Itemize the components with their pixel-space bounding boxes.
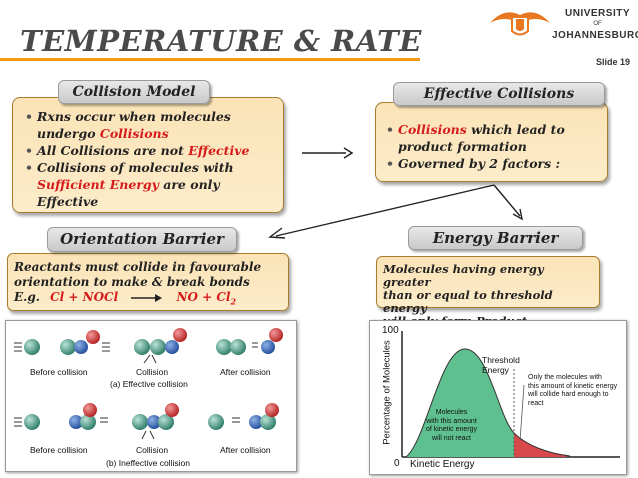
label-collision-2: Collision [136, 445, 169, 455]
label-after-1: After collision [220, 367, 271, 377]
slide-title: TEMPERATURE & RATE [20, 24, 422, 58]
effective-collisions-box: Collisions which lead to product formati… [375, 102, 608, 182]
effective-collision-molecules [134, 328, 187, 364]
threshold-label: Threshold Energy [482, 355, 520, 375]
effective-before-molecules [14, 330, 110, 355]
ineffective-after-molecules [208, 403, 279, 430]
university-logo [490, 12, 550, 36]
energy-chart: 100 Percentage of Molecules 0 Kinetic En… [369, 320, 627, 475]
label-after-2: After collision [220, 445, 271, 455]
collision-model-bullet-1: Rxns occur when molecules undergo Collis… [25, 108, 275, 142]
logo-emblem-icon [490, 12, 550, 36]
right-note: Only the molecules with this amount of k… [528, 374, 618, 407]
university-name: UNIVERSITY OF JOHANNESBURG [552, 8, 638, 41]
energy-barrier-header: Energy Barrier [408, 226, 583, 250]
effective-collisions-list: Collisions which lead to product formati… [386, 121, 599, 172]
top-bar [0, 0, 638, 12]
right-arrow-icon [302, 147, 354, 159]
collision-model-box: Rxns occur when molecules undergo Collis… [12, 97, 284, 213]
branch-arrows-icon [268, 184, 523, 239]
energy-curve-plot [401, 331, 620, 458]
slide-number: Slide 19 [595, 57, 630, 67]
effective-collisions-bullet-2: Governed by 2 factors : [386, 155, 599, 172]
y-axis-top: 100 [382, 325, 399, 336]
caption-effective: (a) Effective collision [110, 379, 188, 389]
distribution-curve-fill [406, 348, 514, 457]
collision-figure: Before collision Collision After collisi… [5, 320, 297, 472]
origin-label: 0 [394, 458, 400, 469]
label-before-2: Before collision [30, 445, 88, 455]
collision-model-header: Collision Model [58, 80, 210, 104]
orientation-line-2: orientation to make & break bonds [14, 275, 250, 289]
title-underline [0, 58, 420, 61]
ineffective-before-molecules [14, 403, 108, 430]
orientation-barrier-box: Reactants must collide in favourable ori… [7, 253, 289, 311]
ineffective-collision-molecules [132, 403, 179, 440]
effective-collisions-header: Effective Collisions [393, 82, 605, 106]
collision-model-bullet-2: All Collisions are not Effective [25, 142, 275, 159]
reaction-arrow-icon [131, 293, 163, 302]
label-collision-1: Collision [136, 367, 169, 377]
effective-collisions-bullet-1: Collisions which lead to product formati… [386, 121, 599, 155]
orientation-barrier-header: Orientation Barrier [47, 227, 237, 252]
x-axis-label: Kinetic Energy [410, 459, 475, 470]
energy-line-1: Molecules having energy greater [383, 262, 544, 289]
collision-diagram [14, 328, 283, 440]
y-axis-label: Percentage of Molecules [381, 340, 393, 445]
orientation-equation: E.g. Cl + NOCl NO + Cl2 [14, 290, 237, 307]
collision-model-bullet-3: Collisions of molecules with Sufficient … [25, 159, 275, 210]
energy-line-2: than or equal to threshold energy [383, 288, 553, 315]
label-before-1: Before collision [30, 367, 88, 377]
distribution-tail-fill [514, 433, 566, 457]
collision-model-list: Rxns occur when molecules undergo Collis… [25, 108, 275, 210]
effective-after-molecules [216, 328, 283, 355]
caption-ineffective: (b) Ineffective collision [106, 458, 190, 468]
energy-barrier-box: Molecules having energy greater than or … [376, 256, 600, 328]
left-note: Molecules with this amount of kinetic en… [426, 409, 477, 442]
orientation-line-1: Reactants must collide in favourable [14, 260, 262, 274]
